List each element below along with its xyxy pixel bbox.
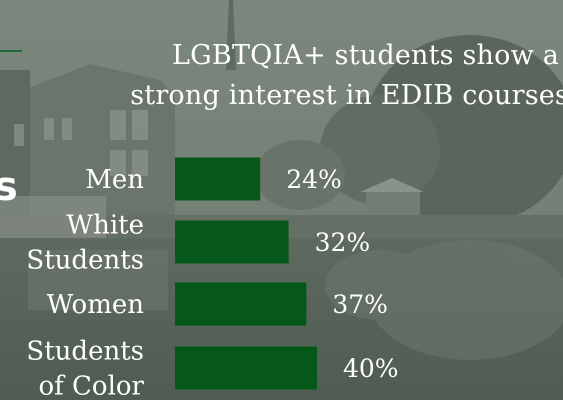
bar-2	[175, 282, 307, 326]
category-label-1-line-1: Students	[26, 246, 144, 276]
category-label-3-line-0: Students	[26, 337, 144, 367]
value-label-0: 24%	[286, 165, 342, 194]
cropped-heading-fragment: s	[0, 164, 18, 210]
category-label-0: Men	[85, 165, 144, 195]
chart-title-line-2: strong interest in EDIB courses	[130, 80, 563, 111]
category-label-3-line-1: of Color	[39, 372, 145, 400]
category-label-2: Women	[47, 290, 145, 320]
gazebo-shape	[360, 178, 424, 192]
value-label-3: 40%	[343, 354, 399, 383]
category-label-1-line-0: White	[66, 211, 144, 241]
accent-line	[0, 50, 22, 52]
value-label-2: 37%	[332, 290, 388, 319]
chart-title: LGBTQIA+ students show a strong interest…	[60, 36, 563, 116]
bar-1	[175, 220, 289, 264]
building-shape	[28, 64, 175, 225]
bar-3	[175, 346, 317, 390]
value-label-1: 32%	[315, 228, 371, 257]
bar-0	[175, 157, 261, 201]
sign-panel-shape	[0, 196, 106, 238]
spire-shape	[226, 0, 236, 70]
chart-title-line-1: LGBTQIA+ students show a	[172, 40, 559, 71]
